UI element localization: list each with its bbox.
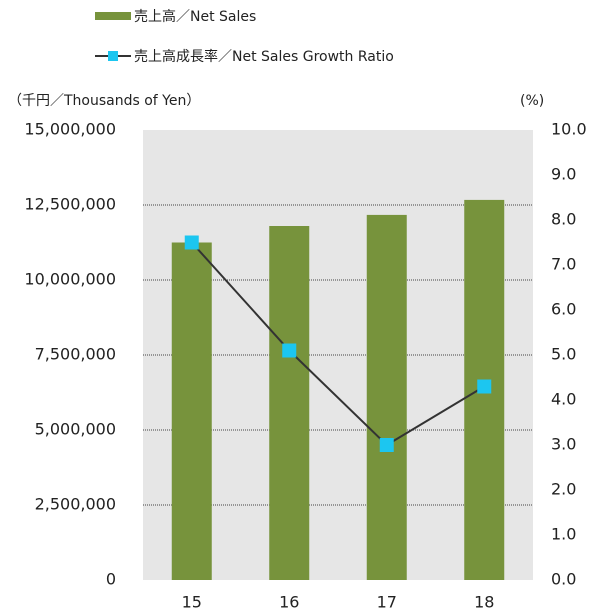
y-tick-label: 12,500,000 <box>24 195 116 214</box>
line-marker <box>184 235 199 250</box>
y2-tick-label: 10.0 <box>551 120 587 139</box>
y-tick-label: 7,500,000 <box>35 345 116 364</box>
y2-tick-label: 3.0 <box>551 435 576 454</box>
bar <box>171 242 212 580</box>
bar <box>269 226 310 580</box>
y-tick-label: 2,500,000 <box>35 495 116 514</box>
y2-tick-label: 2.0 <box>551 480 576 499</box>
y-tick-label: 15,000,000 <box>24 120 116 139</box>
x-tick-label: 16 <box>279 593 299 612</box>
y-tick-label: 0 <box>106 570 116 589</box>
y2-tick-label: 6.0 <box>551 300 576 319</box>
y2-tick-label: 5.0 <box>551 345 576 364</box>
bar <box>366 214 407 580</box>
y2-tick-label: 0.0 <box>551 570 576 589</box>
legend-swatch <box>95 12 131 20</box>
y-axis-label: （千円／Thousands of Yen） <box>8 93 200 109</box>
x-tick-label: 18 <box>474 593 494 612</box>
y2-tick-label: 8.0 <box>551 210 576 229</box>
x-tick-label: 15 <box>182 593 202 612</box>
x-tick-label: 17 <box>377 593 397 612</box>
y-tick-label: 10,000,000 <box>24 270 116 289</box>
legend-marker <box>108 51 118 61</box>
line-marker <box>282 343 297 358</box>
legend-label: 売上高／Net Sales <box>134 8 256 25</box>
y2-axis-label: (%) <box>520 93 544 109</box>
y2-tick-label: 1.0 <box>551 525 576 544</box>
line-marker <box>379 438 394 452</box>
line <box>191 241 485 447</box>
y2-tick-label: 4.0 <box>551 390 576 409</box>
y2-tick-label: 9.0 <box>551 165 576 184</box>
legend-label: 売上高成長率／Net Sales Growth Ratio <box>134 48 394 65</box>
y-tick-label: 5,000,000 <box>35 420 116 439</box>
y2-tick-label: 7.0 <box>551 255 576 274</box>
line-marker <box>477 379 492 394</box>
